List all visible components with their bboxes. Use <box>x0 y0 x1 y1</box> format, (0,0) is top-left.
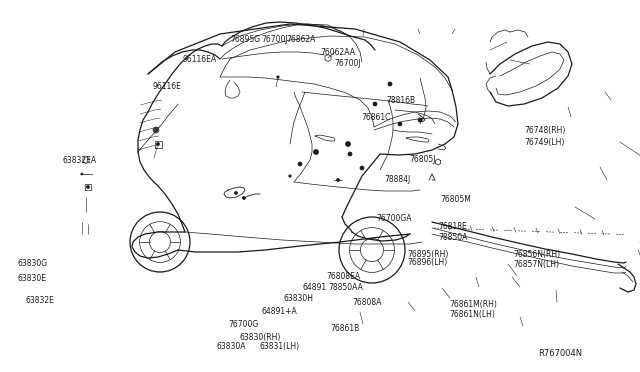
Circle shape <box>337 179 339 182</box>
Circle shape <box>346 141 351 147</box>
Text: 78850A: 78850A <box>438 233 468 242</box>
Text: 63830G: 63830G <box>18 259 48 268</box>
Text: 63830E: 63830E <box>18 274 47 283</box>
Text: 76895G: 76895G <box>230 35 260 44</box>
Text: 76700G: 76700G <box>228 320 258 329</box>
Circle shape <box>289 175 291 177</box>
Circle shape <box>153 127 159 133</box>
Text: 76700J: 76700J <box>335 59 362 68</box>
Text: 76700J: 76700J <box>261 35 288 44</box>
Circle shape <box>81 173 83 175</box>
Circle shape <box>86 186 90 189</box>
Text: 63832E: 63832E <box>26 296 54 305</box>
Text: 76861N(LH): 76861N(LH) <box>449 310 495 319</box>
Text: 76805M: 76805M <box>440 195 471 204</box>
Circle shape <box>277 76 279 78</box>
Text: 63831(LH): 63831(LH) <box>260 342 300 351</box>
Text: 76749(LH): 76749(LH) <box>525 138 565 147</box>
Text: 76808A: 76808A <box>352 298 381 307</box>
Text: 76748(RH): 76748(RH) <box>525 126 566 135</box>
Circle shape <box>398 122 402 126</box>
Text: 76895(RH): 76895(RH) <box>407 250 449 259</box>
Text: 63832EA: 63832EA <box>63 156 97 165</box>
Text: 76861C: 76861C <box>361 113 390 122</box>
Text: 76805J: 76805J <box>410 155 436 164</box>
Circle shape <box>157 142 159 145</box>
Text: 64891: 64891 <box>302 283 326 292</box>
Text: 78850AA: 78850AA <box>328 283 363 292</box>
Text: 63830H: 63830H <box>284 294 314 303</box>
Text: 78884J: 78884J <box>384 175 410 184</box>
Text: 96116EA: 96116EA <box>182 55 216 64</box>
Circle shape <box>298 162 302 166</box>
Circle shape <box>243 196 246 199</box>
Circle shape <box>360 166 364 170</box>
Text: 63830A: 63830A <box>216 342 246 351</box>
Circle shape <box>348 152 352 156</box>
Text: 76700GA: 76700GA <box>376 214 412 223</box>
Text: 76818E: 76818E <box>438 222 467 231</box>
Text: 64891+A: 64891+A <box>261 307 297 316</box>
Circle shape <box>373 102 377 106</box>
Text: 76856N(RH): 76856N(RH) <box>513 250 561 259</box>
Circle shape <box>388 82 392 86</box>
Text: R767004N: R767004N <box>538 349 582 358</box>
Text: 76062AA: 76062AA <box>320 48 355 57</box>
Text: 76861M(RH): 76861M(RH) <box>449 300 497 309</box>
Text: 63830(RH): 63830(RH) <box>240 333 282 342</box>
Text: 96116E: 96116E <box>152 82 181 91</box>
Text: 76857N(LH): 76857N(LH) <box>513 260 559 269</box>
Text: 76862A: 76862A <box>287 35 316 44</box>
Text: 78816B: 78816B <box>387 96 416 105</box>
Circle shape <box>314 150 319 154</box>
Circle shape <box>418 118 422 122</box>
Circle shape <box>234 192 237 195</box>
Text: 76808EA: 76808EA <box>326 272 360 280</box>
Text: 76861B: 76861B <box>330 324 360 333</box>
Text: 76896(LH): 76896(LH) <box>407 258 447 267</box>
